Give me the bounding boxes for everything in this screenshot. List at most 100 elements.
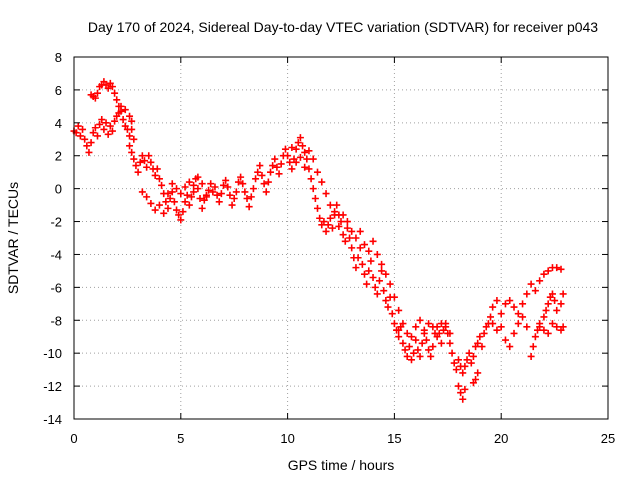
data-point	[93, 89, 101, 97]
data-point	[446, 339, 454, 347]
y-tick-label: 4	[55, 116, 62, 131]
data-point	[151, 171, 159, 179]
data-point	[405, 343, 413, 351]
data-point	[106, 122, 114, 130]
data-point	[365, 247, 373, 255]
data-point	[155, 175, 163, 183]
data-point	[553, 323, 561, 331]
data-point	[384, 303, 392, 311]
data-point	[544, 300, 552, 308]
data-point	[360, 270, 368, 278]
data-point	[469, 352, 477, 360]
data-point	[467, 359, 475, 367]
data-point	[91, 94, 99, 102]
data-point	[425, 320, 433, 328]
data-point	[213, 191, 221, 199]
data-point	[85, 148, 93, 156]
data-point	[382, 297, 390, 305]
data-point	[160, 209, 168, 217]
data-point	[324, 221, 332, 229]
data-point	[412, 336, 420, 344]
data-point	[162, 198, 170, 206]
data-point	[256, 162, 264, 170]
data-point	[514, 310, 522, 318]
data-point	[367, 257, 375, 265]
data-point	[121, 106, 129, 114]
data-point	[98, 116, 106, 124]
data-point	[108, 127, 116, 135]
data-point	[339, 211, 347, 219]
data-point	[136, 158, 144, 166]
data-point	[427, 352, 435, 360]
data-point	[89, 129, 97, 137]
data-point	[271, 155, 279, 163]
data-point	[305, 165, 313, 173]
data-point	[314, 204, 322, 212]
data-point	[540, 270, 548, 278]
data-point	[126, 142, 134, 150]
data-point	[474, 369, 482, 377]
data-point	[559, 323, 567, 331]
data-point	[437, 339, 445, 347]
data-point	[506, 297, 514, 305]
data-point	[100, 125, 108, 133]
data-point	[527, 352, 535, 360]
data-point	[429, 323, 437, 331]
data-point	[143, 193, 151, 201]
data-point	[209, 188, 217, 196]
data-point	[284, 152, 292, 160]
x-axis-label: GPS time / hours	[288, 457, 395, 473]
data-point	[252, 175, 260, 183]
data-point	[523, 323, 531, 331]
data-point	[168, 188, 176, 196]
data-point	[450, 359, 458, 367]
data-point	[147, 158, 155, 166]
data-point	[548, 320, 556, 328]
data-point	[128, 125, 136, 133]
data-point	[536, 323, 544, 331]
data-point	[303, 155, 311, 163]
data-point	[356, 227, 364, 235]
data-point	[407, 333, 415, 341]
data-point	[322, 190, 330, 198]
y-tick-label: -6	[50, 280, 62, 295]
data-point	[480, 329, 488, 337]
data-point	[292, 158, 300, 166]
data-point	[91, 124, 99, 132]
data-point	[320, 218, 328, 226]
data-point	[442, 323, 450, 331]
data-point	[510, 303, 518, 311]
data-point	[138, 152, 146, 160]
data-point	[143, 163, 151, 171]
data-point	[403, 329, 411, 337]
data-point	[294, 139, 302, 147]
data-point	[371, 283, 379, 291]
data-point	[395, 333, 403, 341]
data-point	[153, 165, 161, 173]
data-point	[326, 214, 334, 222]
data-point	[365, 267, 373, 275]
data-point	[181, 183, 189, 191]
data-point	[198, 204, 206, 212]
data-point	[158, 181, 166, 189]
data-point	[309, 155, 317, 163]
data-point	[395, 306, 403, 314]
data-point	[111, 117, 119, 125]
data-point	[557, 300, 565, 308]
x-tick-label: 10	[280, 431, 294, 446]
data-point	[211, 183, 219, 191]
data-point	[425, 346, 433, 354]
data-point	[202, 193, 210, 201]
data-point	[388, 310, 396, 318]
data-point	[448, 349, 456, 357]
data-point	[93, 132, 101, 140]
y-axis-label: SDTVAR / TECUs	[5, 182, 21, 294]
data-point	[220, 181, 228, 189]
data-point	[258, 171, 266, 179]
data-point	[446, 329, 454, 337]
data-point	[373, 290, 381, 298]
data-point	[519, 300, 527, 308]
data-point	[463, 356, 471, 364]
data-point	[373, 250, 381, 258]
